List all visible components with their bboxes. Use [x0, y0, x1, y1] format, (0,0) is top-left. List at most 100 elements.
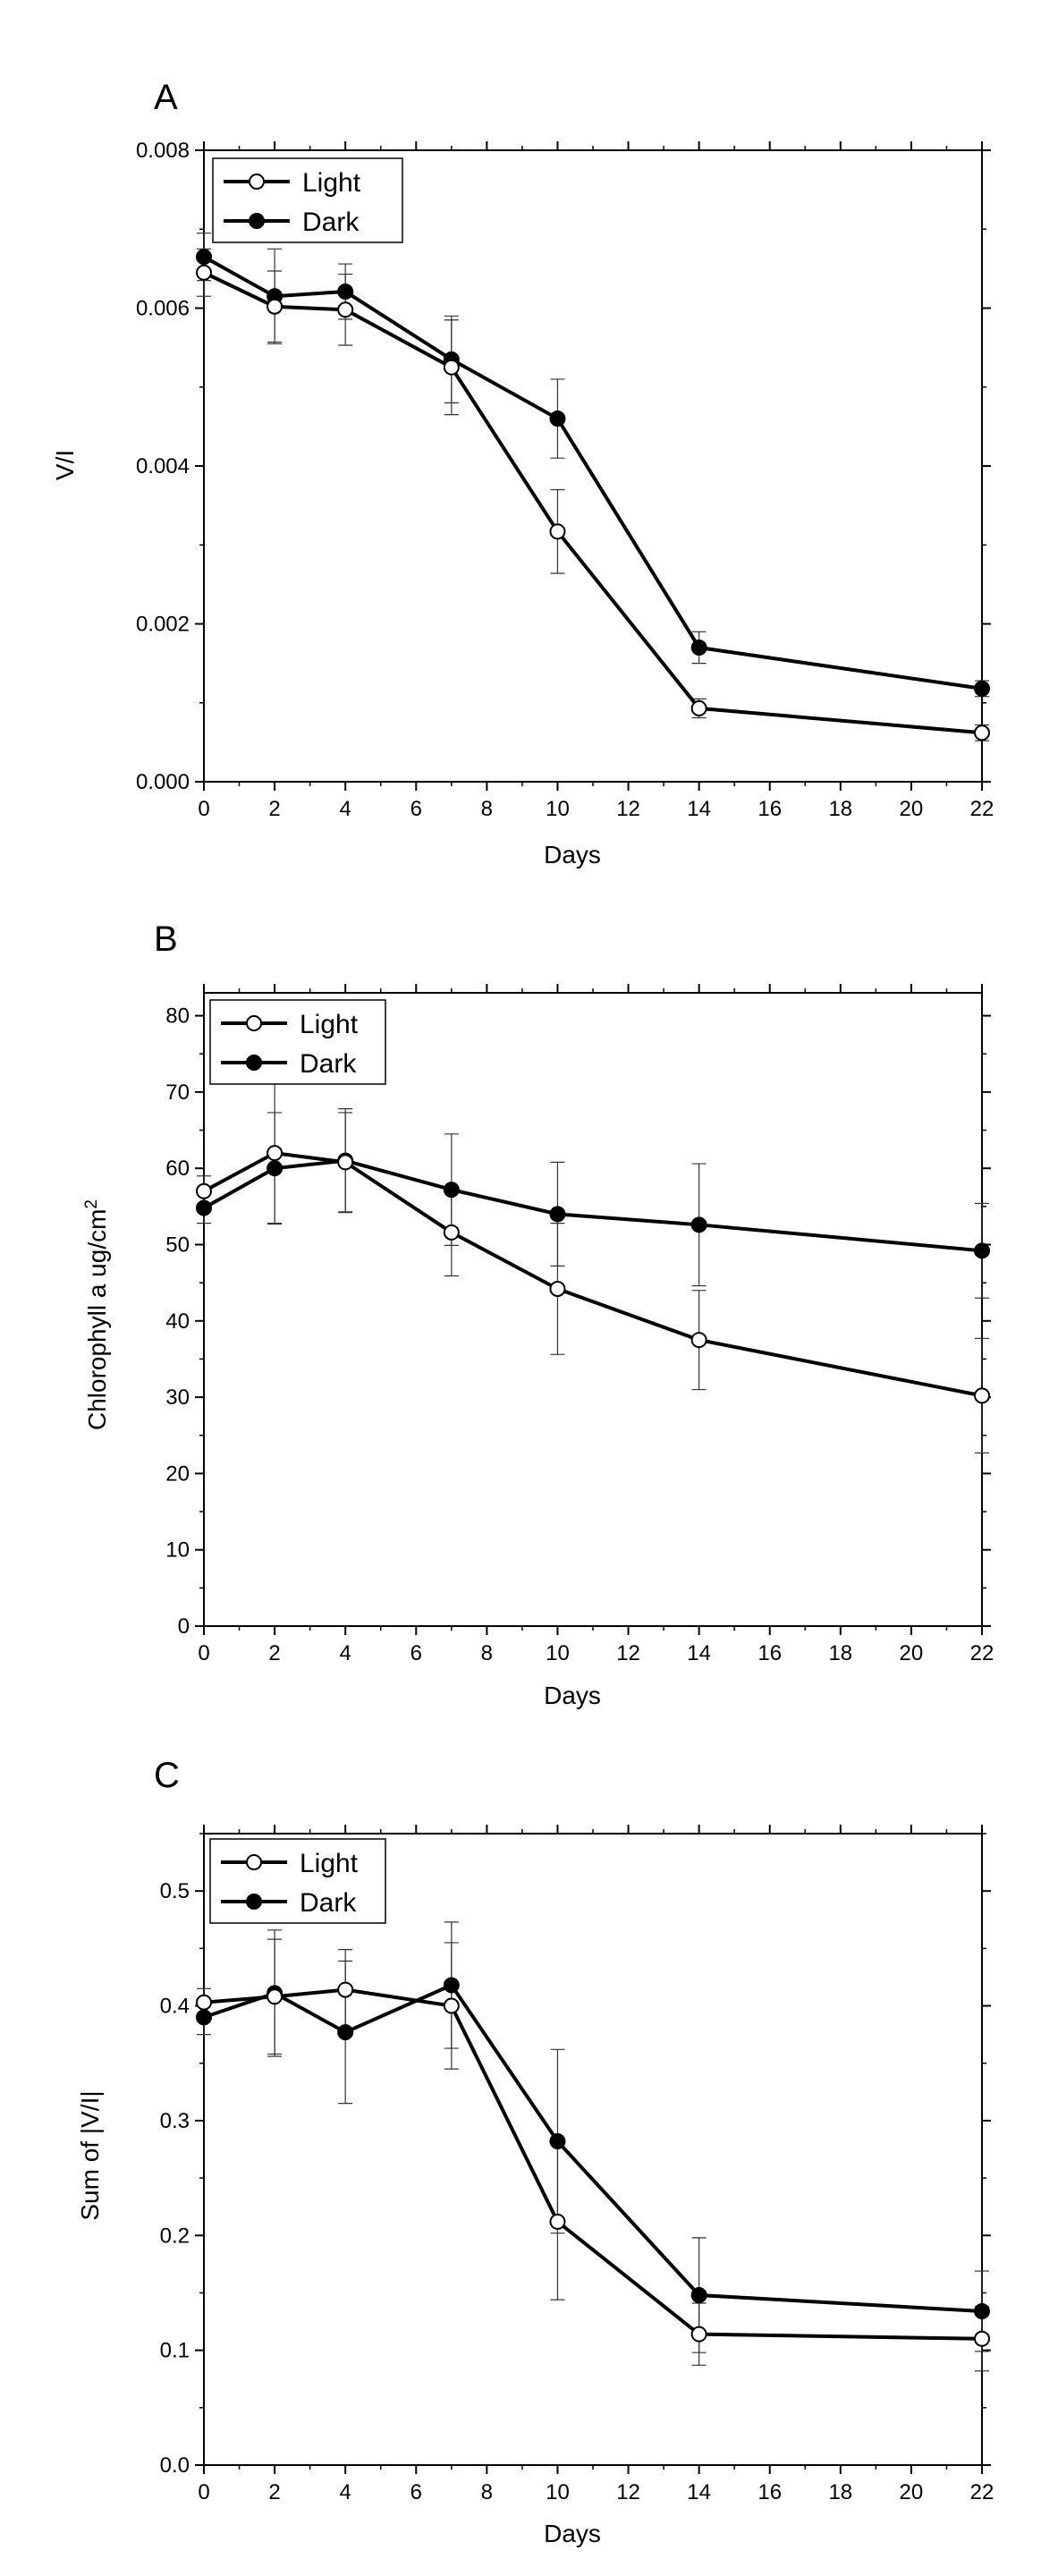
data-point-dark — [267, 1160, 284, 1177]
data-point-light — [337, 301, 354, 318]
plot-frame-b — [203, 992, 983, 1627]
legend-label-light: Light — [300, 1849, 359, 1878]
y-axis-label-c: Sum of |V/I| — [76, 2090, 104, 2220]
data-point-light — [267, 298, 284, 315]
x-tick-label-c: 20 — [900, 2480, 924, 2504]
data-point-light — [267, 1145, 284, 1162]
data-point-light — [443, 359, 460, 376]
data-point-dark — [196, 2009, 212, 2026]
legend-box-c — [209, 1838, 386, 1924]
legend-a: Light Dark — [212, 157, 403, 243]
legend-marker-dark — [249, 213, 265, 229]
panel-label-c: C — [154, 1756, 180, 1795]
x-tick-label-c: 2 — [268, 2480, 280, 2504]
data-point-dark — [974, 1242, 990, 1259]
data-point-dark — [690, 2287, 707, 2304]
x-tick-label-c: 14 — [687, 2480, 711, 2504]
y-tick-label-c: 0.0 — [160, 2453, 190, 2478]
legend-box-b — [209, 999, 386, 1085]
legend-label-dark: Dark — [300, 1888, 357, 1918]
x-tick-label-c: 8 — [481, 2480, 493, 2504]
x-tick-label-a: 14 — [687, 797, 711, 821]
y-tick-label-b: 10 — [165, 1538, 190, 1563]
legend-marker-light — [249, 174, 265, 190]
x-tick-label-c: 4 — [340, 2480, 351, 2504]
data-point-dark — [196, 249, 212, 266]
x-axis-label-a: Days — [544, 841, 601, 869]
x-axis-label-b: Days — [544, 1682, 601, 1709]
data-point-dark — [974, 680, 990, 697]
data-point-light — [337, 1981, 354, 1998]
data-point-light — [267, 1988, 284, 2005]
x-tick-label-a: 22 — [970, 797, 994, 821]
data-point-light — [974, 1387, 990, 1404]
y-tick-label-b: 60 — [165, 1157, 190, 1181]
y-tick-label-b: 80 — [165, 1004, 190, 1029]
data-point-dark — [549, 2133, 566, 2150]
x-tick-label-a: 10 — [546, 797, 570, 821]
x-tick-label-c: 0 — [198, 2480, 209, 2504]
y-tick-label-c: 0.2 — [160, 2224, 190, 2248]
plot-frame-a — [203, 149, 983, 783]
y-tick-label-a: 0.002 — [136, 613, 190, 637]
legend-marker-dark — [246, 1894, 262, 1910]
y-tick-label-a: 0.006 — [136, 297, 190, 321]
y-tick-label-b: 40 — [165, 1309, 190, 1334]
x-tick-label-b: 2 — [268, 1641, 280, 1665]
x-tick-label-c: 10 — [546, 2480, 570, 2504]
x-axis-label-c: Days — [544, 2520, 601, 2547]
x-tick-label-c: 16 — [757, 2480, 782, 2504]
series-line-light — [203, 1151, 983, 1398]
data-point-light — [196, 264, 212, 281]
data-point-light — [690, 1332, 707, 1349]
data-point-light — [196, 1182, 212, 1199]
legend-marker-light — [246, 1015, 262, 1031]
data-point-light — [443, 1997, 460, 2014]
data-point-dark — [549, 1206, 566, 1223]
panel-a: A Days V/I 0 2 4 6 8 10 12 14 16 18 20 22 0.000 0.002… — [51, 78, 994, 869]
legend-label-dark: Dark — [302, 208, 360, 237]
data-point-dark — [549, 411, 566, 428]
legend-marker-dark — [246, 1055, 262, 1071]
x-tick-label-b: 18 — [828, 1641, 852, 1665]
series-line-dark — [203, 1982, 983, 2313]
data-point-light — [549, 1280, 566, 1297]
x-tick-label-c: 6 — [410, 2480, 422, 2504]
panel-c: C Days Sum of |V/I| 0 2 4 6 8 10 12 14 16 18 20 22 0… — [76, 1756, 994, 2547]
y-axis-label-b-superscript: 2 — [82, 1199, 101, 1209]
x-tick-label-b: 10 — [546, 1641, 570, 1665]
y-axis-label-b: Chlorophyll a ug/cm2 — [82, 1199, 111, 1430]
x-tick-label-c: 18 — [828, 2480, 852, 2504]
data-point-light — [196, 1994, 212, 2011]
y-tick-label-c: 0.5 — [160, 1879, 190, 1903]
series-line-dark — [203, 255, 983, 691]
data-point-light — [690, 699, 707, 716]
x-tick-label-a: 0 — [198, 797, 209, 821]
y-tick-label-c: 0.1 — [160, 2339, 190, 2363]
data-point-light — [690, 2326, 707, 2343]
data-point-light — [443, 1224, 460, 1241]
data-point-light — [974, 2330, 990, 2347]
panel-label-b: B — [154, 919, 178, 959]
data-point-light — [549, 523, 566, 540]
y-tick-label-b: 20 — [165, 1462, 190, 1486]
x-tick-label-b: 0 — [198, 1641, 209, 1665]
y-tick-label-a: 0.000 — [136, 770, 190, 794]
x-tick-label-a: 12 — [616, 797, 640, 821]
data-point-dark — [196, 1199, 212, 1216]
y-tick-label-a: 0.004 — [136, 454, 190, 479]
data-point-dark — [974, 2302, 990, 2319]
data-point-dark — [337, 2024, 354, 2041]
x-tick-label-b: 8 — [481, 1641, 493, 1665]
x-tick-label-a: 16 — [757, 797, 782, 821]
x-tick-label-a: 18 — [828, 797, 852, 821]
y-tick-label-b: 50 — [165, 1233, 190, 1257]
series-line-light — [203, 1987, 983, 2341]
legend-label-dark: Dark — [300, 1049, 357, 1079]
legend-box-a — [212, 157, 403, 243]
x-tick-label-a: 6 — [410, 797, 422, 821]
legend-c: Light Dark — [209, 1838, 386, 1924]
y-tick-label-a: 0.008 — [136, 139, 190, 163]
x-tick-label-b: 14 — [687, 1641, 711, 1665]
